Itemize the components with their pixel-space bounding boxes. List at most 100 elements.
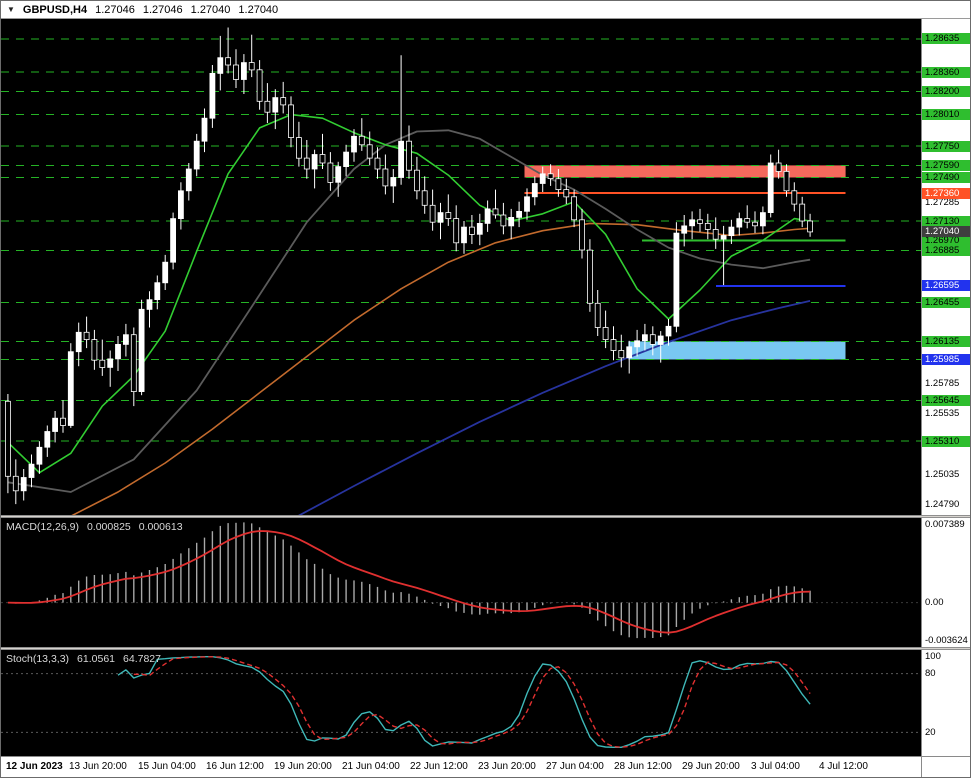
level-price-label: 1.28635	[922, 33, 970, 44]
candle-down	[225, 57, 232, 66]
macd-canvas[interactable]	[1, 518, 921, 647]
candle-up	[760, 212, 766, 227]
candle-down	[319, 154, 326, 164]
candle-down	[413, 169, 420, 192]
ma-mid-gray	[7, 129, 811, 493]
candle-down	[468, 226, 475, 235]
candle-up	[642, 334, 648, 342]
candle-down	[453, 218, 460, 244]
candle-up	[272, 97, 279, 113]
line-price-label: 1.26970	[922, 235, 970, 246]
candle-down	[288, 104, 294, 139]
candle-down	[83, 331, 90, 340]
candle-down	[492, 208, 499, 216]
candle-up	[177, 190, 184, 220]
candle-up	[390, 177, 397, 187]
price-tick-label: 1.25035	[925, 469, 960, 480]
stoch-d-line	[133, 656, 811, 748]
candle-up	[75, 331, 82, 353]
candle-down	[807, 220, 813, 233]
candle-down	[91, 339, 98, 361]
level-price-label: 1.27590	[922, 160, 970, 171]
stoch-price-axis[interactable]: 100 80 20	[921, 650, 970, 756]
candle-up	[20, 477, 27, 492]
macd-price-axis[interactable]: 0.007389 0.00 -0.003624	[921, 518, 970, 647]
pane-separator-2[interactable]	[1, 647, 970, 650]
candle-down	[5, 400, 11, 477]
price-zone[interactable]	[628, 341, 846, 360]
main-price-axis[interactable]: 1.27285 1.25785 1.25535 1.25035 1.24790 1.286…	[921, 19, 970, 515]
candle-up	[107, 358, 114, 368]
price-zone[interactable]	[524, 165, 846, 178]
stoch-k-line	[117, 655, 811, 749]
time-axis-label: 12 Jun 2023	[6, 761, 63, 772]
level-price-label: 1.26135	[922, 336, 970, 347]
candle-up	[162, 261, 169, 284]
line-price-label: 1.26595	[922, 280, 970, 291]
candle-up	[146, 299, 153, 310]
candle-down	[547, 173, 554, 180]
stoch-canvas[interactable]	[1, 650, 921, 756]
candle-down	[358, 135, 365, 146]
quote-close: 1.27040	[238, 3, 279, 16]
price-tick-label: 1.25535	[925, 408, 960, 419]
candle-up	[311, 154, 318, 170]
candle-down	[327, 162, 334, 183]
level-price-label: 1.27130	[922, 216, 970, 227]
level-price-label: 1.26455	[922, 297, 970, 308]
candle-down	[99, 359, 106, 368]
candle-up	[351, 135, 357, 153]
candle-down	[256, 69, 263, 102]
pane-separator-1[interactable]	[1, 515, 970, 518]
candle-down	[500, 214, 507, 227]
current-price-label: 1.27040	[922, 226, 970, 237]
candle-up	[44, 431, 51, 448]
line-price-label: 1.27360	[922, 188, 970, 199]
candle-down	[602, 327, 609, 341]
candle-down	[594, 302, 601, 328]
candle-down	[60, 417, 66, 426]
quote-high: 1.27046	[142, 3, 183, 16]
candle-up	[461, 226, 467, 244]
candle-up	[531, 183, 538, 198]
candle-up	[681, 225, 688, 234]
quote-low: 1.27040	[190, 3, 231, 16]
macd-axis-label: 0.007389	[925, 519, 965, 530]
time-axis-label: 13 Jun 20:00	[69, 761, 127, 772]
candle-down	[571, 196, 577, 221]
candle-down	[783, 170, 790, 192]
price-tick-label: 1.24790	[925, 499, 960, 510]
candle-up	[626, 346, 633, 359]
level-price-label: 1.27750	[922, 141, 970, 152]
candle-up	[185, 168, 192, 192]
candle-down	[704, 222, 711, 230]
candle-up	[516, 210, 522, 218]
level-price-label: 1.28360	[922, 67, 970, 78]
ma-slow-orange	[71, 222, 811, 515]
candle-up	[115, 343, 121, 360]
candle-up	[720, 235, 727, 240]
candle-down	[264, 100, 271, 113]
stoch-axis-label: 80	[925, 668, 936, 679]
candle-up	[539, 173, 546, 184]
time-axis-row: 12 Jun 2023 13 Jun 20:00 15 Jun 04:00 16 Ju…	[1, 756, 970, 777]
candle-down	[649, 334, 656, 345]
level-price-label: 1.25985	[922, 354, 970, 365]
candle-up	[657, 335, 664, 345]
symbol-dropdown-icon[interactable]: ▼	[7, 5, 15, 14]
candle-down	[130, 334, 137, 393]
main-chart-canvas[interactable]	[1, 19, 921, 515]
candle-down	[233, 64, 239, 80]
time-axis-label: 16 Jun 12:00	[206, 761, 264, 772]
time-axis-label: 28 Jun 12:00	[614, 761, 672, 772]
candle-up	[476, 222, 483, 235]
candle-down	[280, 97, 287, 106]
candle-down	[374, 157, 381, 170]
main-price-pane: 1.27285 1.25785 1.25535 1.25035 1.24790 1.286…	[1, 19, 970, 515]
candle-down	[610, 339, 617, 351]
time-axis[interactable]: 12 Jun 2023 13 Jun 20:00 15 Jun 04:00 16 Ju…	[1, 756, 921, 777]
candle-up	[728, 226, 735, 237]
candle-down	[712, 229, 719, 240]
time-axis-label: 4 Jul 12:00	[819, 761, 868, 772]
